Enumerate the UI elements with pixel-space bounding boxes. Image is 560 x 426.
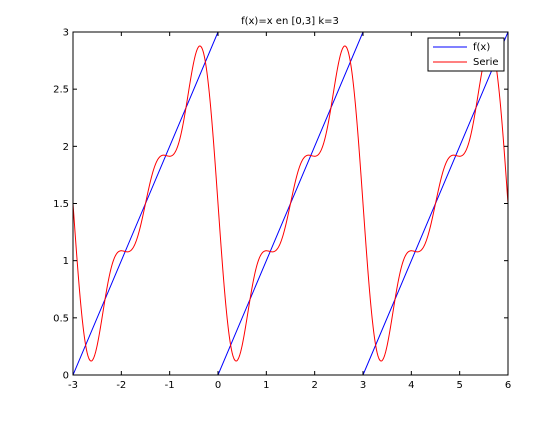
x-tick-label: 6 — [505, 380, 511, 391]
y-tick-label: 1 — [63, 256, 69, 267]
legend-box — [427, 37, 505, 72]
y-tick-label: 1.5 — [53, 199, 69, 210]
legend-label-serie: Serie — [473, 57, 499, 68]
legend[interactable]: f(x) Serie — [427, 37, 505, 72]
y-tick-label: 0.5 — [53, 313, 69, 324]
x-tick-label: 0 — [215, 380, 221, 391]
chart-title: f(x)=x en [0,3] k=3 — [241, 16, 339, 27]
x-tick-label: -3 — [68, 380, 78, 391]
x-tick-label: -1 — [165, 380, 175, 391]
series-line-serie — [73, 45, 508, 362]
x-tick-label: 3 — [360, 380, 366, 391]
x-tick-label: 1 — [263, 380, 269, 391]
x-tick-label: 2 — [311, 380, 317, 391]
x-tick-label: -2 — [116, 380, 126, 391]
ticks-layer: -3 -2 -1 0 1 2 3 4 5 6 0 0.5 1 1.5 2 2.5 3 — [53, 28, 511, 392]
y-tick-label: 2 — [63, 142, 69, 153]
x-tick-label: 5 — [456, 380, 462, 391]
legend-label-fx: f(x) — [473, 42, 490, 53]
x-tick-label: 4 — [408, 380, 414, 391]
series-layer — [73, 32, 508, 375]
y-tick-label: 0 — [63, 371, 69, 382]
y-tick-label: 2.5 — [53, 85, 69, 96]
y-tick-label: 3 — [63, 28, 69, 39]
